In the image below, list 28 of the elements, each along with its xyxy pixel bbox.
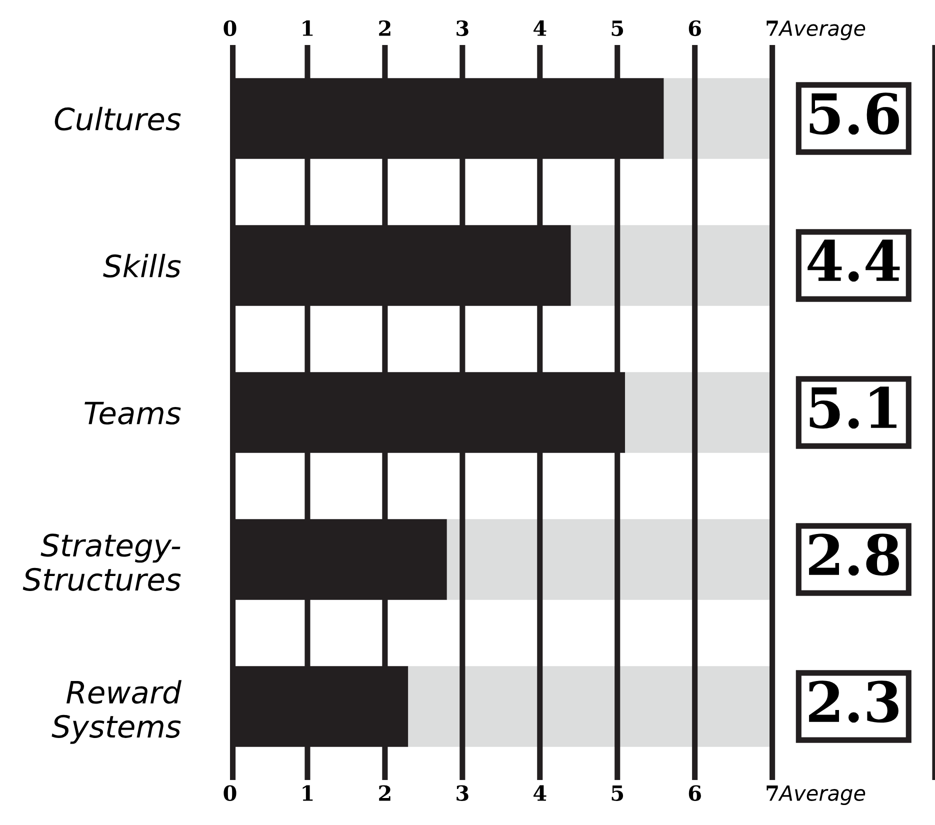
x-tick-label: 5 (612, 786, 624, 801)
x2-tick-label: 4 (534, 20, 546, 36)
x-tick-label: 3 (456, 785, 468, 801)
annotation: 2.8 (809, 534, 899, 576)
x-tick-label: 7 (766, 786, 778, 801)
x-tick-label: 1 (302, 785, 313, 801)
y-tick-label: Cultures (54, 106, 181, 131)
x2-tick-label: 1 (302, 20, 313, 36)
x2-tick-label: 0 (224, 20, 236, 36)
x-tick-label: Average (778, 786, 866, 806)
x-tick-label: 6 (688, 785, 701, 801)
x2-tick-label: 7 (766, 20, 778, 36)
x2-tick-label: 3 (456, 20, 468, 36)
y-tick-label: Strategy- Structures (22, 534, 181, 591)
y-tick-label: Teams (84, 402, 181, 425)
annotation: 5.1 (810, 386, 896, 429)
x2-tick-label: Average (778, 20, 866, 40)
x2-tick-label: 2 (379, 20, 390, 36)
x-tick-label: 2 (379, 785, 390, 801)
annotation: 5.6 (810, 92, 899, 135)
annotation: 4.4 (808, 240, 900, 282)
y-tick-label: Skills (103, 254, 181, 278)
annotation: 2.3 (809, 680, 898, 723)
y-tick-label: Reward Systems (52, 680, 182, 744)
x2-tick-label: 5 (612, 20, 624, 36)
x-tick-label: 0 (224, 785, 236, 801)
x-tick-label: 4 (534, 785, 546, 801)
x2-tick-label: 6 (688, 20, 701, 36)
